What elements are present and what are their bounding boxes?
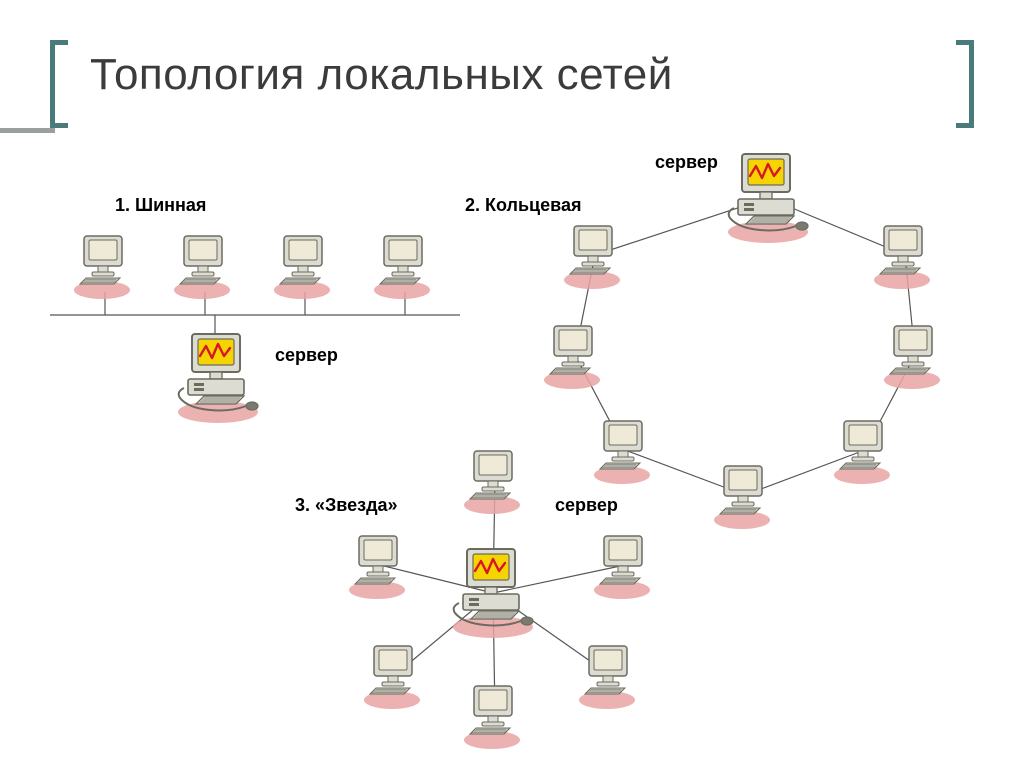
label-ring: 2. Кольцевая <box>465 195 581 216</box>
star-server <box>445 545 541 641</box>
bus-server <box>170 330 266 426</box>
title-bracket-right <box>956 40 974 128</box>
ring-pc-6 <box>710 460 780 530</box>
ring-pc-4 <box>590 415 660 485</box>
star-pc-4 <box>575 640 645 710</box>
ring-pc-3 <box>880 320 950 390</box>
server-label-star: сервер <box>555 495 618 516</box>
star-pc-0 <box>460 445 530 515</box>
bus-pc-3 <box>370 230 440 300</box>
label-bus: 1. Шинная <box>115 195 206 216</box>
ring-pc-0 <box>560 220 630 290</box>
ring-pc-1 <box>870 220 940 290</box>
ring-pc-2 <box>540 320 610 390</box>
server-label-bus: сервер <box>275 345 338 366</box>
title-divider <box>0 128 55 133</box>
ring-server <box>720 150 816 246</box>
star-pc-5 <box>460 680 530 750</box>
label-star: 3. «Звезда» <box>295 495 398 516</box>
server-label-ring: сервер <box>655 152 718 173</box>
star-pc-3 <box>360 640 430 710</box>
page-title: Топология локальных сетей <box>90 50 673 100</box>
title-bracket-left <box>50 40 68 128</box>
bus-pc-0 <box>70 230 140 300</box>
ring-pc-5 <box>830 415 900 485</box>
star-pc-1 <box>345 530 415 600</box>
bus-pc-2 <box>270 230 340 300</box>
bus-pc-1 <box>170 230 240 300</box>
star-pc-2 <box>590 530 660 600</box>
